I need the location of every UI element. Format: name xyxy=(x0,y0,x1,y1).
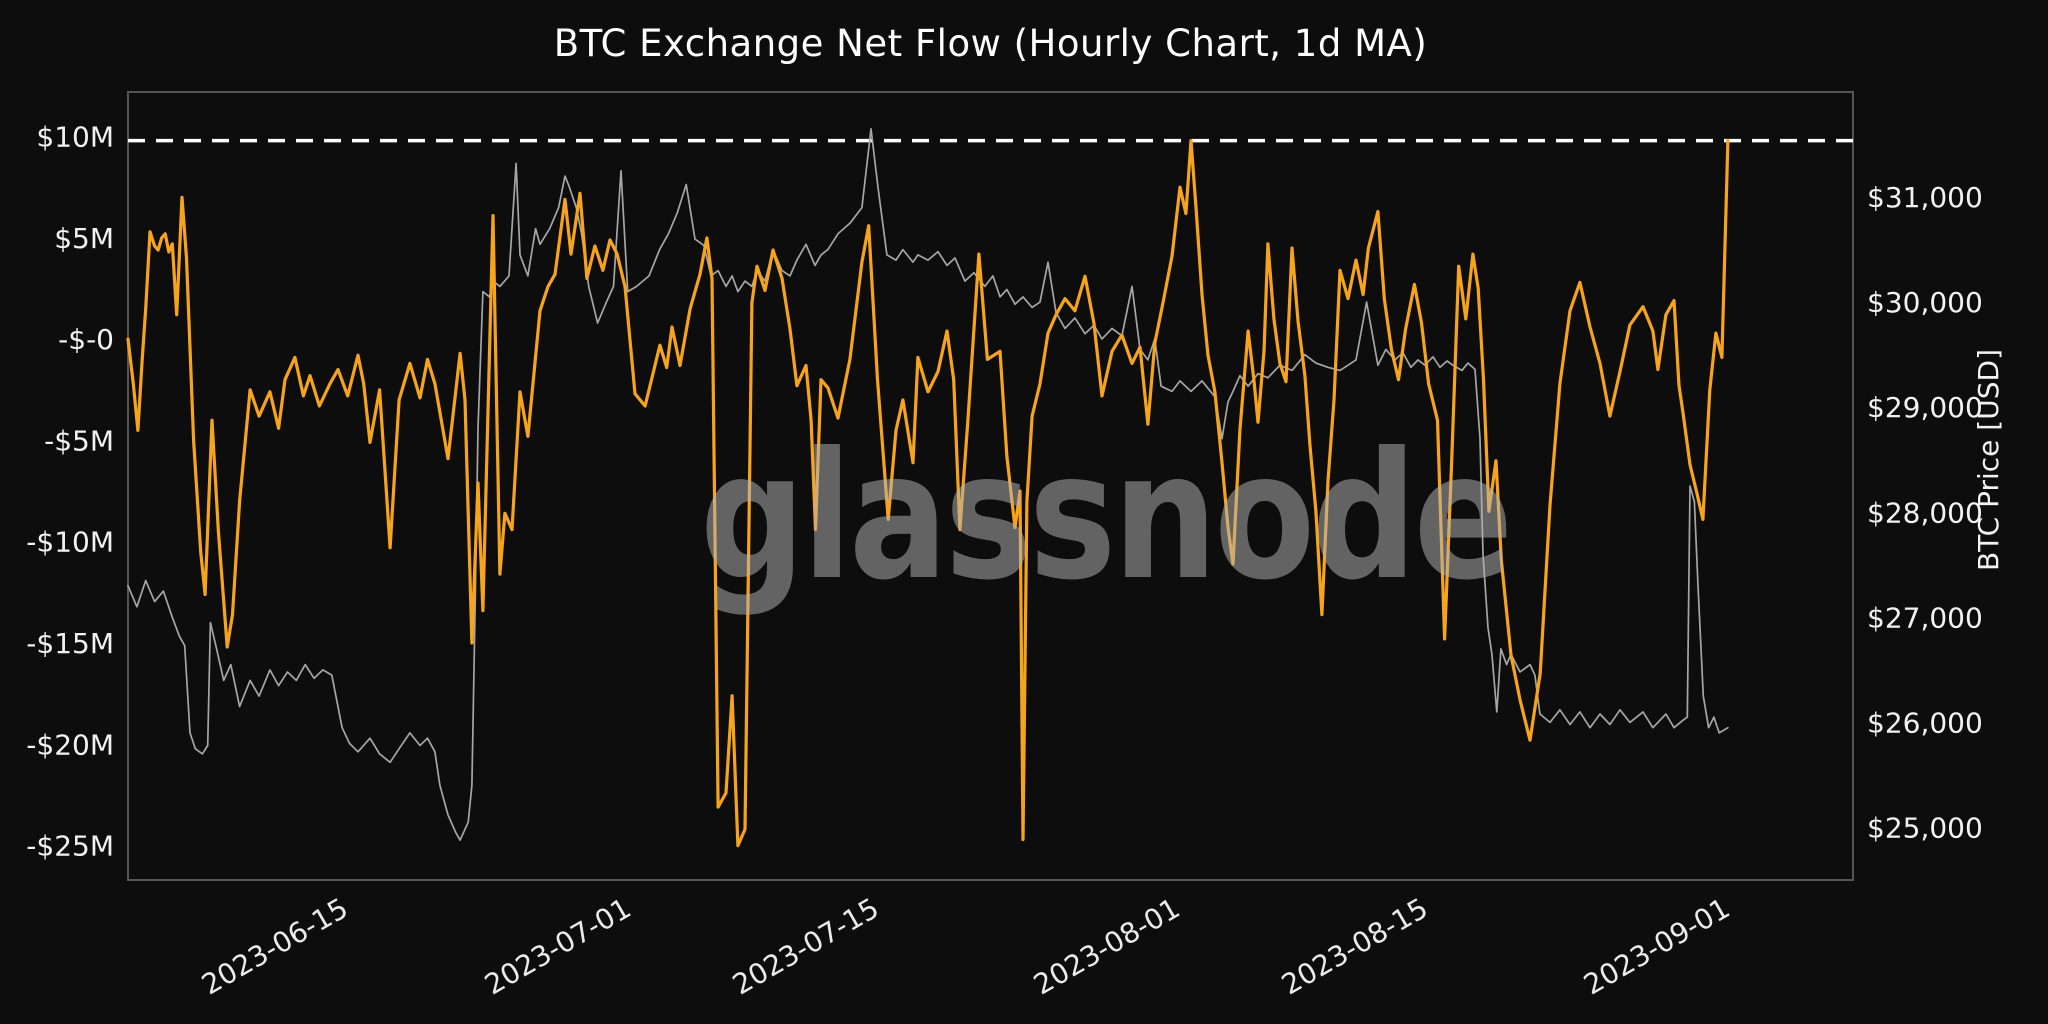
x-tick-label: 2023-07-01 xyxy=(479,891,636,1001)
right-axis-title: BTC Price [USD] xyxy=(1972,349,2005,571)
right-tick-label: $25,000 xyxy=(1867,811,1983,844)
right-tick-label: $30,000 xyxy=(1867,286,1983,319)
left-tick-label: -$15M xyxy=(26,627,114,660)
left-tick-label: -$25M xyxy=(26,830,114,863)
left-tick-label: -$10M xyxy=(26,526,114,559)
right-tick-label: $29,000 xyxy=(1867,391,1983,424)
x-tick-label: 2023-09-01 xyxy=(1578,891,1735,1001)
right-tick-label: $27,000 xyxy=(1867,601,1983,634)
left-tick-label: -$5M xyxy=(44,424,114,457)
left-tick-label: $5M xyxy=(54,222,114,255)
netflow-line-series xyxy=(126,139,1730,848)
price-line-series xyxy=(127,127,1729,841)
x-tick-label: 2023-06-15 xyxy=(196,891,353,1001)
right-tick-label: $28,000 xyxy=(1867,496,1983,529)
right-tick-label: $31,000 xyxy=(1867,181,1983,214)
left-tick-label: -$20M xyxy=(26,728,114,761)
plot-border xyxy=(127,91,1854,881)
left-tick-label: $10M xyxy=(36,121,114,154)
watermark: glassnode xyxy=(700,416,1510,619)
left-tick-label: -$-0 xyxy=(58,323,114,356)
x-tick-label: 2023-08-01 xyxy=(1028,891,1185,1001)
left-axis-ticks: $10M $5M -$-0 -$5M -$10M -$15M -$20M -$25M xyxy=(26,121,114,863)
x-tick-label: 2023-07-15 xyxy=(727,891,884,1001)
x-axis-ticks: 2023-06-15 2023-07-01 2023-07-15 2023-08-01… xyxy=(196,891,1735,1001)
right-axis-ticks: $31,000 $30,000 $29,000 $28,000 $27,000 $26,0… xyxy=(1867,181,1983,844)
chart-title: BTC Exchange Net Flow (Hourly Chart, 1d … xyxy=(553,22,1428,65)
right-tick-label: $26,000 xyxy=(1867,706,1983,739)
x-tick-label: 2023-08-15 xyxy=(1276,891,1433,1001)
